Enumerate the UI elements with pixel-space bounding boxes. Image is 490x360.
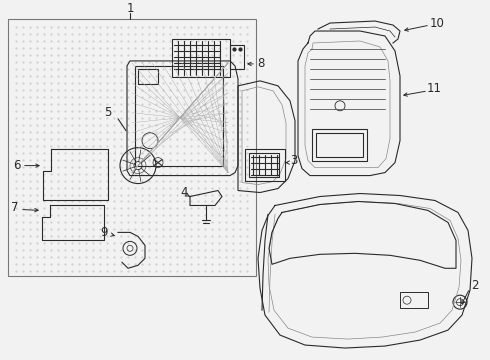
Bar — [249, 153, 279, 176]
Text: 4: 4 — [180, 186, 188, 199]
Bar — [135, 66, 223, 166]
Text: 8: 8 — [257, 57, 265, 71]
Bar — [172, 39, 230, 77]
Text: 7: 7 — [11, 201, 19, 214]
Text: 11: 11 — [427, 82, 442, 95]
Text: 5: 5 — [104, 106, 112, 119]
Bar — [245, 149, 285, 181]
Bar — [230, 45, 244, 69]
Bar — [316, 133, 363, 157]
Text: 1: 1 — [126, 1, 134, 15]
Text: 9: 9 — [100, 226, 107, 239]
Text: 3: 3 — [290, 154, 297, 167]
Bar — [138, 69, 158, 84]
Text: 2: 2 — [471, 279, 479, 292]
Bar — [132, 63, 228, 172]
Text: 10: 10 — [430, 17, 445, 30]
Bar — [400, 292, 428, 308]
Text: 6: 6 — [13, 159, 21, 172]
Bar — [312, 129, 367, 161]
Bar — [8, 19, 256, 276]
